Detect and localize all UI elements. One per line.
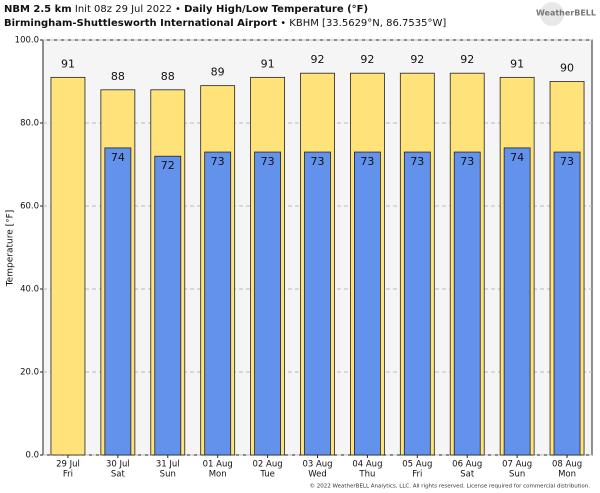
logo: WeatherBELL [536, 9, 596, 18]
value-label: 72 [161, 159, 175, 172]
value-label: 90 [560, 62, 574, 75]
bar [50, 76, 86, 456]
y-tick-label: 40.0 [20, 285, 39, 295]
x-tick-label: 07 Aug [502, 460, 532, 470]
x-tick-weekday: Thu [358, 470, 375, 480]
value-label: 91 [61, 57, 75, 70]
value-label: 92 [460, 53, 474, 66]
value-label: 73 [211, 155, 225, 168]
y-tick-label: 100.0 [15, 36, 39, 46]
bar [453, 151, 481, 456]
y-tick-label: 60.0 [20, 202, 39, 212]
init: Init 08z 29 Jul 2022 • [75, 4, 181, 15]
value-label: 74 [510, 151, 524, 164]
value-label: 91 [510, 57, 524, 70]
header-line-1: NBM 2.5 km Init 08z 29 Jul 2022 • Daily … [4, 4, 368, 15]
x-tick-label: 05 Aug [402, 460, 432, 470]
bar [304, 151, 331, 456]
x-tick-label: 30 Jul [106, 460, 130, 470]
model: NBM 2.5 km [4, 4, 72, 15]
value-label: 88 [161, 70, 175, 83]
bar [154, 155, 182, 456]
bar [354, 151, 381, 456]
x-tick-label: 02 Aug [253, 460, 283, 470]
x-tick-weekday: Fri [63, 470, 73, 480]
x-tick-weekday: Sun [160, 470, 176, 480]
bar [553, 151, 581, 456]
logo-globe [540, 2, 564, 26]
station: Birmingham-Shuttlesworth International A… [4, 18, 277, 29]
x-tick-weekday: Sat [111, 470, 126, 480]
x-tick-weekday: Mon [558, 470, 576, 480]
value-label: 89 [211, 66, 225, 79]
y-tick-label: 80.0 [20, 119, 39, 129]
bar [254, 151, 281, 456]
x-tick-label: 29 Jul [56, 460, 80, 470]
y-axis-label: Temperature [°F] [6, 210, 16, 288]
value-label: 73 [360, 155, 374, 168]
x-tick-weekday: Tue [259, 470, 275, 480]
x-tick-label: 01 Aug [203, 460, 233, 470]
x-tick-label: 08 Aug [552, 460, 582, 470]
value-label: 73 [460, 155, 474, 168]
x-tick-weekday: Wed [308, 470, 327, 480]
x-tick-label: 04 Aug [352, 460, 382, 470]
y-tick-label: 20.0 [20, 368, 39, 378]
value-label: 92 [360, 53, 374, 66]
bar [403, 151, 431, 456]
header-line-2: Birmingham-Shuttlesworth International A… [4, 18, 446, 29]
value-label: 92 [410, 53, 424, 66]
value-label: 73 [410, 155, 424, 168]
x-tick-weekday: Mon [209, 470, 227, 480]
station-info: • KBHM [33.5629°N, 86.7535°W] [280, 18, 446, 29]
value-label: 73 [560, 155, 574, 168]
x-tick-label: 31 Jul [156, 460, 180, 470]
y-tick-label: 0.0 [25, 451, 39, 461]
x-tick-weekday: Sat [460, 470, 475, 480]
value-label: 74 [111, 151, 125, 164]
value-label: 88 [111, 70, 125, 83]
chart-title: Daily High/Low Temperature (°F) [184, 4, 368, 15]
x-tick-label: 03 Aug [302, 460, 332, 470]
bar [104, 147, 132, 456]
footer: © 2022 WeatherBELL Analytics, LLC. All r… [310, 483, 591, 490]
value-label: 73 [311, 155, 325, 168]
x-tick-weekday: Sun [509, 470, 525, 480]
x-tick-label: 06 Aug [452, 460, 482, 470]
value-label: 92 [311, 53, 325, 66]
value-label: 91 [261, 57, 275, 70]
bar [204, 151, 232, 456]
value-label: 73 [261, 155, 275, 168]
bar [503, 147, 531, 456]
x-tick-weekday: Fri [412, 470, 422, 480]
